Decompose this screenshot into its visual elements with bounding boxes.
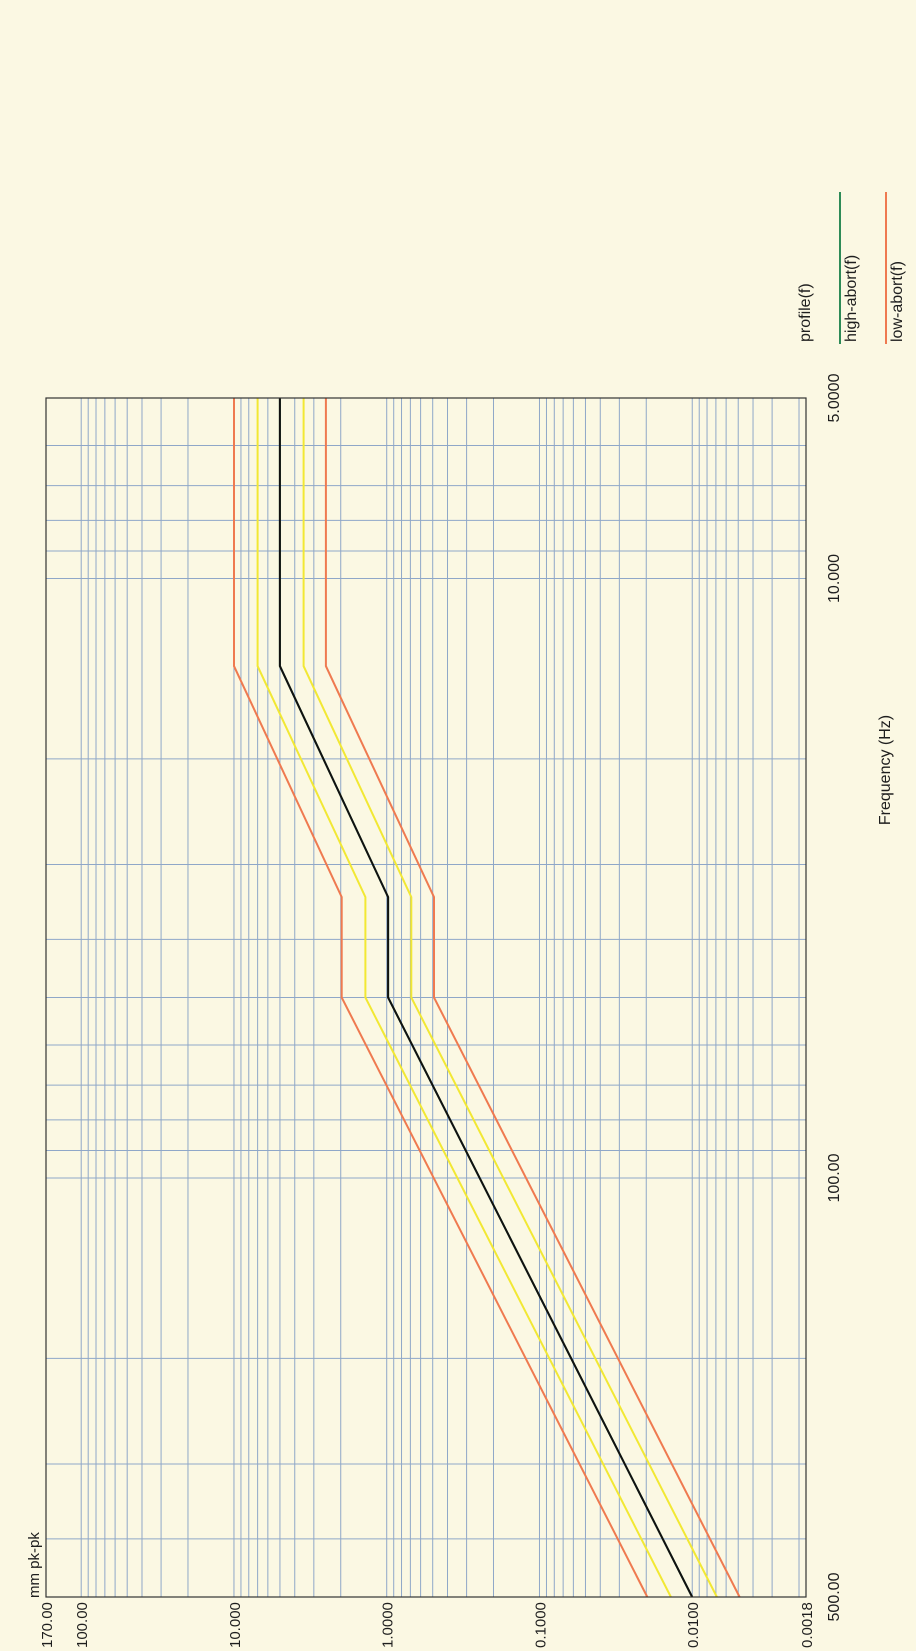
y-axis-label: mm pk-pk	[26, 1532, 43, 1598]
amplitude-tick-label: 0.0100	[685, 1602, 702, 1648]
series-lines	[233, 398, 741, 1598]
series-line-low-alarm	[302, 398, 718, 1598]
amplitude-tick-label: 0.0018	[799, 1602, 816, 1648]
frequency-tick-label: 10.000	[826, 554, 843, 603]
frequency-tick-label: 500.00	[826, 1572, 843, 1621]
series-line-control	[278, 398, 694, 1598]
plot-frame	[45, 397, 807, 1598]
x-axis-label: Frequency (Hz)	[877, 715, 894, 825]
series-line-high-abort	[233, 398, 649, 1598]
amplitude-tick-label: 0.1000	[533, 1602, 550, 1648]
frequency-tick-label: 100.00	[826, 1153, 843, 1202]
amplitude-tick-label: 10.000	[227, 1602, 244, 1648]
tick-labels: 170.00 100.00 10.000 1.0000 0.1000 0.0100 0.00…	[39, 373, 843, 1648]
legend-label-low-abort: low-abort(f)	[889, 261, 906, 342]
plot-border	[45, 397, 807, 1598]
amplitude-tick-label: 170.00	[39, 1602, 56, 1648]
legend-label-high-abort: high-abort(f)	[843, 255, 860, 342]
grid-lines	[46, 397, 806, 1598]
frequency-tick-label: 5.0000	[826, 373, 843, 422]
series-line-low-abort	[324, 398, 741, 1598]
series-line-high-alarm	[256, 398, 672, 1598]
amplitude-tick-label: 1.0000	[380, 1602, 397, 1648]
amplitude-tick-label: 100.00	[74, 1602, 91, 1648]
legend-label-profile: profile(f)	[797, 283, 814, 342]
legend: profile(f)high-abort(f)low-abort(f)high-…	[797, 192, 906, 344]
